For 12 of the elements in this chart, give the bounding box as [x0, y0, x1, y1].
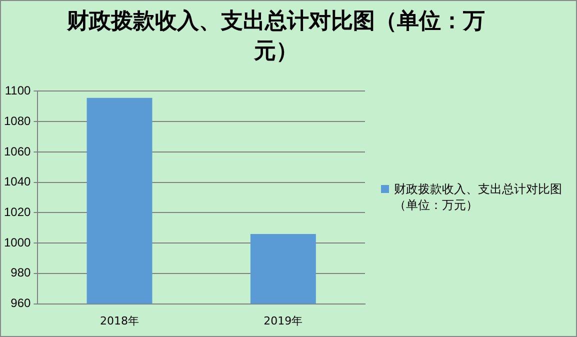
y-tick-label: 1000 [4, 235, 32, 250]
chart-title: 财政拨款收入、支出总计对比图（单位：万元） [66, 8, 486, 66]
x-tick-label: 2018年 [100, 314, 140, 328]
y-tick-label: 1040 [4, 174, 32, 189]
y-tick-label: 1020 [4, 205, 32, 219]
y-tick-label: 1100 [4, 84, 32, 98]
y-tick-label: 960 [10, 296, 32, 310]
y-tick-label: 1060 [4, 144, 32, 158]
legend-label: 财政拨款收入、支出总计对比图（单位：万元） [394, 181, 563, 213]
x-tick-label: 2019年 [264, 314, 303, 328]
y-tick-label: 1080 [4, 114, 32, 128]
y-tick-label: 980 [10, 266, 32, 280]
